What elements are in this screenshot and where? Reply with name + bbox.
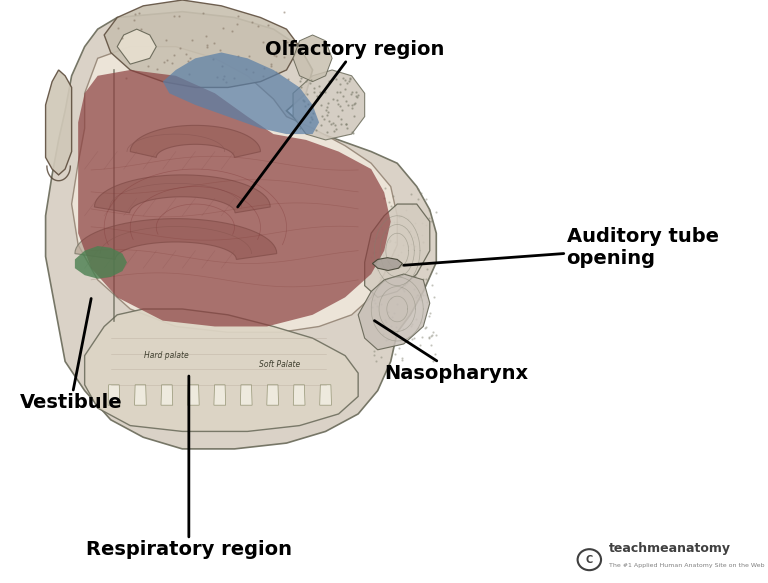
Polygon shape xyxy=(45,12,436,449)
Text: Vestibule: Vestibule xyxy=(19,298,122,412)
Text: Soft Palate: Soft Palate xyxy=(260,360,300,369)
Polygon shape xyxy=(163,52,319,134)
Text: Hard palate: Hard palate xyxy=(144,351,188,360)
Polygon shape xyxy=(75,219,276,259)
Text: Auditory tube
opening: Auditory tube opening xyxy=(404,227,719,268)
Polygon shape xyxy=(108,385,120,405)
Polygon shape xyxy=(319,385,332,405)
Polygon shape xyxy=(293,70,365,140)
Polygon shape xyxy=(240,385,252,405)
Polygon shape xyxy=(266,385,279,405)
Polygon shape xyxy=(118,29,156,64)
Polygon shape xyxy=(293,385,305,405)
Polygon shape xyxy=(78,70,391,326)
Text: C: C xyxy=(586,554,593,565)
Polygon shape xyxy=(372,258,402,271)
Polygon shape xyxy=(214,385,226,405)
Text: Respiratory region: Respiratory region xyxy=(86,376,292,559)
Text: Nasopharynx: Nasopharynx xyxy=(375,321,528,382)
Text: Olfactory region: Olfactory region xyxy=(237,40,445,207)
Polygon shape xyxy=(84,309,358,431)
Polygon shape xyxy=(131,125,260,157)
Polygon shape xyxy=(187,385,199,405)
Polygon shape xyxy=(365,204,430,297)
Polygon shape xyxy=(161,385,173,405)
Polygon shape xyxy=(104,0,300,87)
Polygon shape xyxy=(134,385,146,405)
Polygon shape xyxy=(94,175,270,213)
Text: The #1 Applied Human Anatomy Site on the Web: The #1 Applied Human Anatomy Site on the… xyxy=(609,563,764,568)
Polygon shape xyxy=(45,70,71,175)
Polygon shape xyxy=(71,47,397,332)
Polygon shape xyxy=(293,35,332,82)
Text: teachmeanatomy: teachmeanatomy xyxy=(609,542,731,554)
Polygon shape xyxy=(75,246,127,279)
Polygon shape xyxy=(358,274,430,350)
